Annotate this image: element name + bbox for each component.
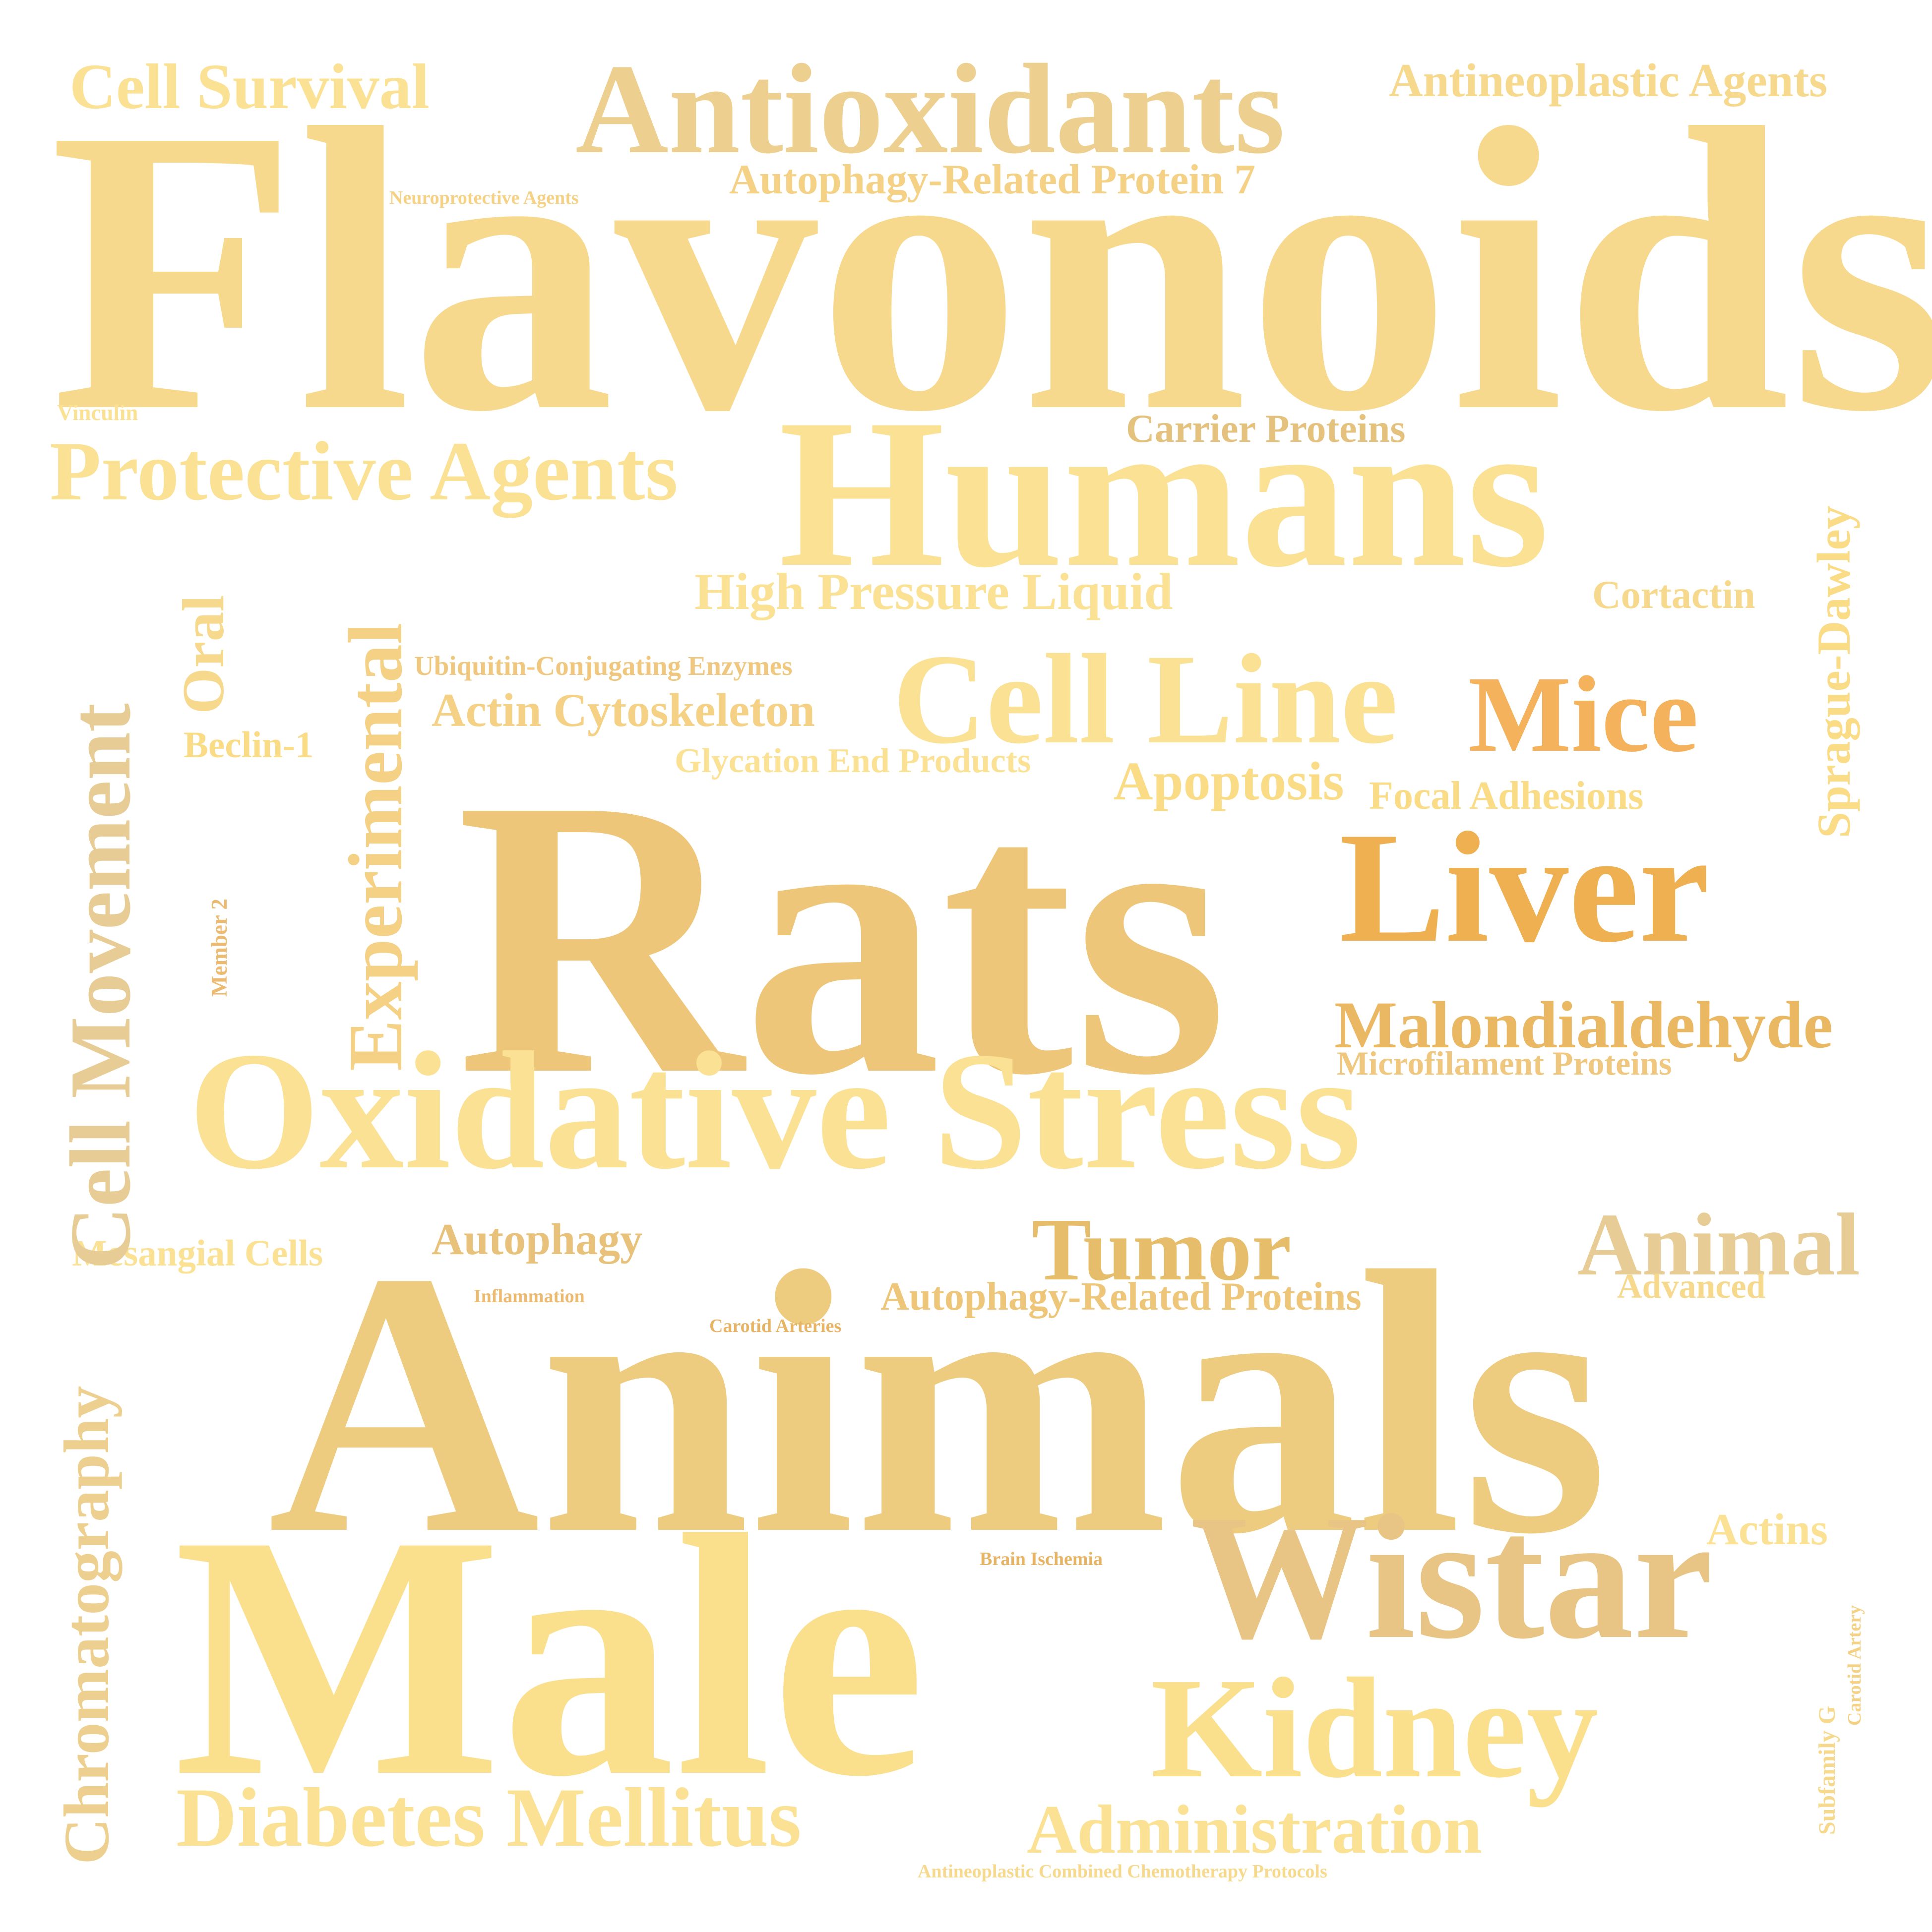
word-vinculin: Vinculin bbox=[57, 400, 138, 425]
word-member-2: Member 2 bbox=[207, 899, 232, 997]
word-tumor: Tumor bbox=[1032, 1200, 1292, 1299]
word-ubiquitin-conjugating-enzymes: Ubiquitin-Conjugating Enzymes bbox=[414, 651, 793, 681]
word-liver: Liver bbox=[1339, 800, 1710, 975]
word-malondialdehyde: Malondialdehyde bbox=[1334, 988, 1833, 1062]
word-oral: Oral bbox=[170, 595, 236, 714]
word-antineoplastic-combined-chemotherapy-protocols: Antineoplastic Combined Chemotherapy Pro… bbox=[918, 1861, 1327, 1882]
word-carotid-artery: Carotid Artery bbox=[1844, 1605, 1865, 1726]
word-autophagy-related-protein-7: Autophagy-Related Protein 7 bbox=[729, 156, 1255, 203]
word-animal: Animal bbox=[1577, 1195, 1861, 1294]
word-wistar: Wistar bbox=[1190, 1478, 1713, 1676]
word-beclin-1: Beclin-1 bbox=[184, 724, 314, 766]
word-mesangial-cells: Mesangial Cells bbox=[72, 1233, 323, 1274]
word-oxidative-stress: Oxidative Stress bbox=[188, 1017, 1362, 1204]
word-protective-agents: Protective Agents bbox=[50, 424, 678, 518]
word-apoptosis: Apoptosis bbox=[1114, 751, 1344, 811]
word-microfilament-proteins: Microfilament Proteins bbox=[1337, 1044, 1672, 1082]
word-male: Male bbox=[174, 1464, 926, 1848]
word-high-pressure-liquid: High Pressure Liquid bbox=[694, 562, 1173, 620]
word-neuroprotective-agents: Neuroprotective Agents bbox=[389, 187, 579, 208]
word-autophagy: Autophagy bbox=[432, 1215, 643, 1264]
word-flavonoids: Flavonoids bbox=[50, 45, 1932, 495]
word-administration: Administration bbox=[1027, 1791, 1482, 1868]
word-carotid-arteries: Carotid Arteries bbox=[709, 1316, 842, 1336]
word-cortactin: Cortactin bbox=[1592, 573, 1755, 617]
word-sprague-dawley: Sprague-Dawley bbox=[1807, 505, 1860, 838]
word-carrier-proteins: Carrier Proteins bbox=[1126, 407, 1406, 451]
word-rats: Rats bbox=[456, 718, 1228, 1157]
word-advanced: Advanced bbox=[1617, 1268, 1766, 1306]
word-cell-line: Cell Line bbox=[893, 628, 1398, 771]
word-humans: Humans bbox=[779, 375, 1550, 611]
word-animals: Animals bbox=[268, 1195, 1609, 1612]
word-kidney: Kidney bbox=[1151, 1648, 1599, 1808]
word-mice: Mice bbox=[1468, 654, 1699, 775]
word-antioxidants: Antioxidants bbox=[575, 38, 1285, 181]
word-autophagy-related-proteins: Autophagy-Related Proteins bbox=[880, 1275, 1362, 1319]
word-inflammation: Inflammation bbox=[474, 1286, 585, 1307]
word-brain-ischemia: Brain Ischemia bbox=[980, 1549, 1103, 1570]
word-actin-cytoskeleton: Actin Cytoskeleton bbox=[432, 684, 815, 736]
word-cell-survival: Cell Survival bbox=[69, 51, 430, 122]
word-experimental: Experimental bbox=[333, 622, 418, 1071]
word-actins: Actins bbox=[1706, 1505, 1828, 1554]
word-subfamily-g: Subfamily G bbox=[1814, 1705, 1840, 1835]
word-chromatography: Chromatography bbox=[51, 1386, 123, 1865]
word-diabetes-mellitus: Diabetes Mellitus bbox=[176, 1771, 802, 1864]
word-cell-movement: Cell Movement bbox=[52, 703, 148, 1269]
word-focal-adhesions: Focal Adhesions bbox=[1369, 774, 1644, 818]
word-glycation-end-products: Glycation End Products bbox=[675, 742, 1031, 780]
word-antineoplastic-agents: Antineoplastic Agents bbox=[1389, 54, 1828, 107]
